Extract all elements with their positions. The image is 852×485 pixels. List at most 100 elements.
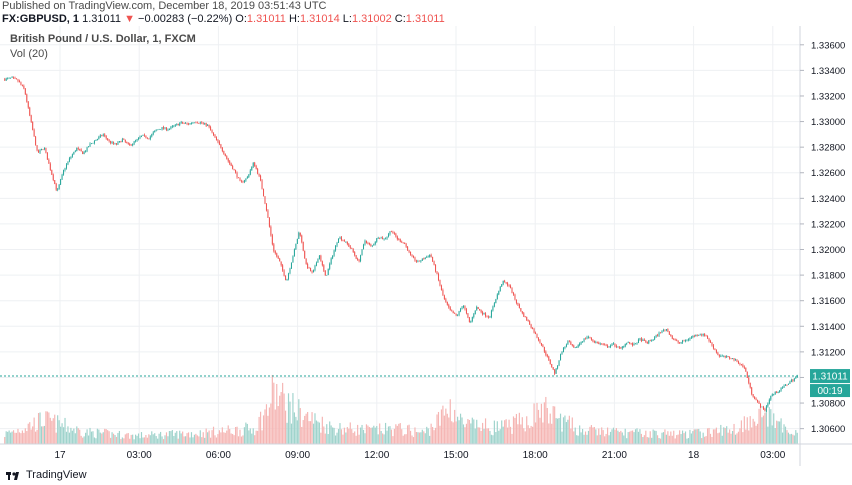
volume-bar <box>407 425 409 444</box>
candle-body <box>158 129 160 130</box>
candle-body <box>689 337 691 340</box>
candle-body <box>249 170 251 175</box>
volume-bar <box>346 427 348 444</box>
candle-body <box>648 340 650 344</box>
candle-body <box>471 317 473 321</box>
candle-body <box>526 316 528 321</box>
candle-body <box>298 232 300 239</box>
candle-body <box>55 183 57 190</box>
volume-bar <box>661 432 663 444</box>
volume-bar <box>357 424 359 444</box>
candle-body <box>646 342 648 344</box>
volume-bar <box>673 430 675 444</box>
candle-body <box>77 148 79 149</box>
volume-bar <box>82 437 84 444</box>
candle-body <box>429 255 431 257</box>
volume-bar <box>796 432 798 444</box>
candle-body <box>154 130 156 133</box>
candle-body <box>734 359 737 361</box>
volume-bar <box>555 418 557 444</box>
candle-body <box>620 347 622 349</box>
volume-bar <box>296 420 298 444</box>
candle-body <box>161 127 163 130</box>
candle-body <box>349 246 351 248</box>
candle-body <box>214 135 216 138</box>
candle-body <box>636 342 638 344</box>
candle-body <box>762 406 764 410</box>
volume-bar <box>298 399 300 444</box>
candle-body <box>282 265 284 271</box>
volume-bar <box>601 427 603 444</box>
candle-body <box>377 237 379 239</box>
volume-bar <box>305 413 307 444</box>
volume-bar <box>574 427 576 444</box>
candle-body <box>33 129 35 137</box>
volume-bar <box>165 432 168 444</box>
price-axis[interactable]: 1.33600 1.33400 1.33200 1.33000 1.32800 1.326… <box>800 40 845 435</box>
volume-bar <box>474 428 476 444</box>
volume-bar <box>730 433 732 444</box>
candle-body <box>561 352 563 355</box>
candle-body <box>232 166 234 170</box>
volume-bar <box>121 437 123 444</box>
volume-bar <box>734 434 737 444</box>
candle-body <box>668 331 670 335</box>
candle-body <box>311 271 313 273</box>
candle-body <box>135 140 137 142</box>
candle-body <box>487 316 490 318</box>
candle-body <box>70 156 72 159</box>
candle-body <box>410 251 412 255</box>
candle-body <box>271 235 273 245</box>
volume-bar <box>576 435 578 444</box>
volume-bar <box>205 428 207 444</box>
volume-bar <box>226 430 228 444</box>
candle-body <box>302 241 304 251</box>
volume-bar <box>768 407 770 444</box>
candle-body <box>537 337 539 341</box>
candle-body <box>686 340 688 341</box>
volume-bar <box>651 437 653 444</box>
volume-bar <box>615 428 617 444</box>
volume-bar <box>483 428 485 444</box>
candle-body <box>312 270 315 273</box>
candle-body <box>542 345 544 348</box>
volume-bar <box>417 432 419 444</box>
volume-bar <box>257 430 259 444</box>
candle-body <box>402 242 404 244</box>
volume-bar <box>49 417 51 444</box>
volume-bar <box>145 434 147 444</box>
volume-bar <box>95 438 97 444</box>
candle-body <box>564 346 566 349</box>
candle-body <box>758 401 760 404</box>
candle-body <box>64 168 66 171</box>
tradingview-logo[interactable]: TradingView <box>6 469 87 481</box>
candle-body <box>776 391 778 393</box>
candle-body <box>455 313 457 316</box>
symbol-label[interactable]: FX:GBPUSD, 1 <box>2 13 80 25</box>
volume-bar <box>611 429 613 444</box>
volume-bar <box>157 438 159 444</box>
candle-body <box>337 238 340 243</box>
volume-bar <box>58 420 60 444</box>
candle-body <box>601 343 603 345</box>
time-axis[interactable]: 17 03:00 06:00 09:00 12:00 15:00 18:00 21:00 18 0… <box>54 450 785 461</box>
volume-bar <box>712 429 715 444</box>
volume-bar <box>405 434 407 444</box>
candle-body <box>477 307 479 309</box>
volume-bar <box>73 428 75 444</box>
volume-bar <box>387 426 390 444</box>
candle-body <box>173 125 175 127</box>
candle-body <box>123 139 125 140</box>
candle-body <box>671 336 673 339</box>
candle-body <box>527 320 529 322</box>
volume-bar <box>37 413 40 444</box>
volume-bar <box>33 417 35 444</box>
volume-bar <box>561 431 563 444</box>
candle-body <box>593 340 595 343</box>
volume-bar <box>227 425 229 444</box>
volume-bar <box>551 423 553 444</box>
candle-body <box>711 342 713 346</box>
volume-bar <box>709 433 712 444</box>
price-chart[interactable]: 1.33600 1.33400 1.33200 1.33000 1.32800 1.326… <box>0 26 852 466</box>
candle-body <box>340 237 342 240</box>
